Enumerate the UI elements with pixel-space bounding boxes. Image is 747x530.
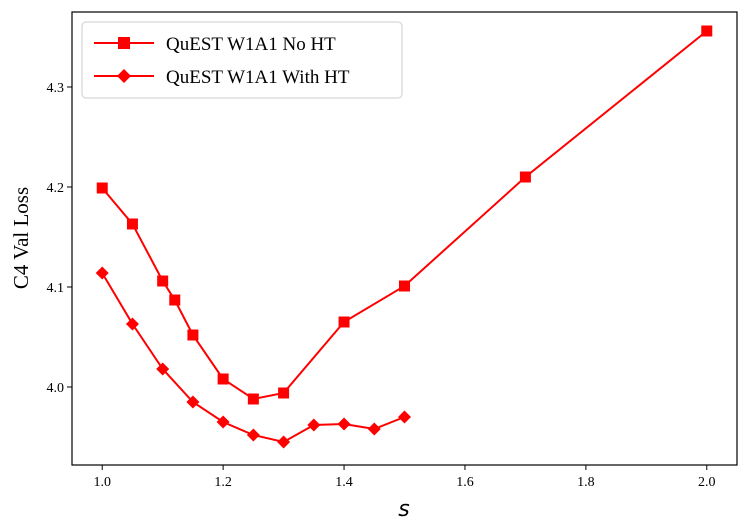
data-point-diamond — [307, 418, 321, 432]
data-point-square — [701, 25, 713, 37]
ticks-layer: 1.0 1.2 1.4 1.6 1.8 2.0 4.0 4.1 4.2 4.3 — [47, 81, 716, 490]
y-tick-label: 4.0 — [47, 381, 65, 396]
plot-frame — [71, 11, 738, 466]
x-tick-label: 2.0 — [698, 475, 716, 490]
data-point-square — [157, 275, 169, 287]
data-point-diamond — [367, 422, 381, 436]
x-tick-label: 1.4 — [335, 475, 353, 490]
y-tick-label: 4.1 — [47, 281, 65, 296]
data-point-diamond — [398, 410, 411, 424]
y-tick-label: 4.3 — [47, 81, 65, 96]
data-point-square — [126, 218, 138, 230]
x-axis-title: s — [398, 497, 409, 522]
legend-box — [81, 21, 403, 99]
data-point-diamond — [95, 266, 109, 280]
data-point-square — [217, 373, 229, 385]
data-point-diamond — [337, 417, 351, 431]
data-point-square — [187, 329, 199, 341]
data-point-square — [519, 171, 531, 183]
data-point-diamond — [277, 435, 291, 449]
data-point-square — [247, 393, 259, 405]
data-point-diamond — [125, 317, 139, 331]
legend-marker-diamond-icon — [117, 69, 131, 83]
data-point-square — [169, 294, 181, 306]
x-tick-label: 1.2 — [214, 475, 232, 490]
y-axis-title: C4 Val Loss — [9, 187, 33, 289]
data-point-diamond — [186, 395, 200, 409]
legend-label-no-ht: QuEST W1A1 No HT — [166, 34, 336, 55]
data-point-square — [278, 387, 290, 399]
data-point-diamond — [246, 428, 260, 442]
legend-marker-square-icon — [118, 37, 130, 49]
data-point-diamond — [216, 415, 230, 429]
data-point-square — [338, 316, 350, 328]
legend-label-with-ht: QuEST W1A1 With HT — [166, 67, 350, 88]
series-line-1 — [101, 272, 405, 444]
x-tick-label: 1.0 — [93, 475, 111, 490]
legend: QuEST W1A1 No HT QuEST W1A1 With HT — [81, 21, 403, 99]
series-layer — [95, 25, 713, 449]
x-tick-label: 1.8 — [577, 475, 595, 490]
data-point-diamond — [156, 362, 170, 376]
data-point-square — [96, 182, 108, 194]
x-tick-label: 1.6 — [456, 475, 474, 490]
y-tick-label: 4.2 — [47, 181, 65, 196]
series-line-0 — [101, 30, 708, 401]
data-point-square — [399, 280, 410, 292]
